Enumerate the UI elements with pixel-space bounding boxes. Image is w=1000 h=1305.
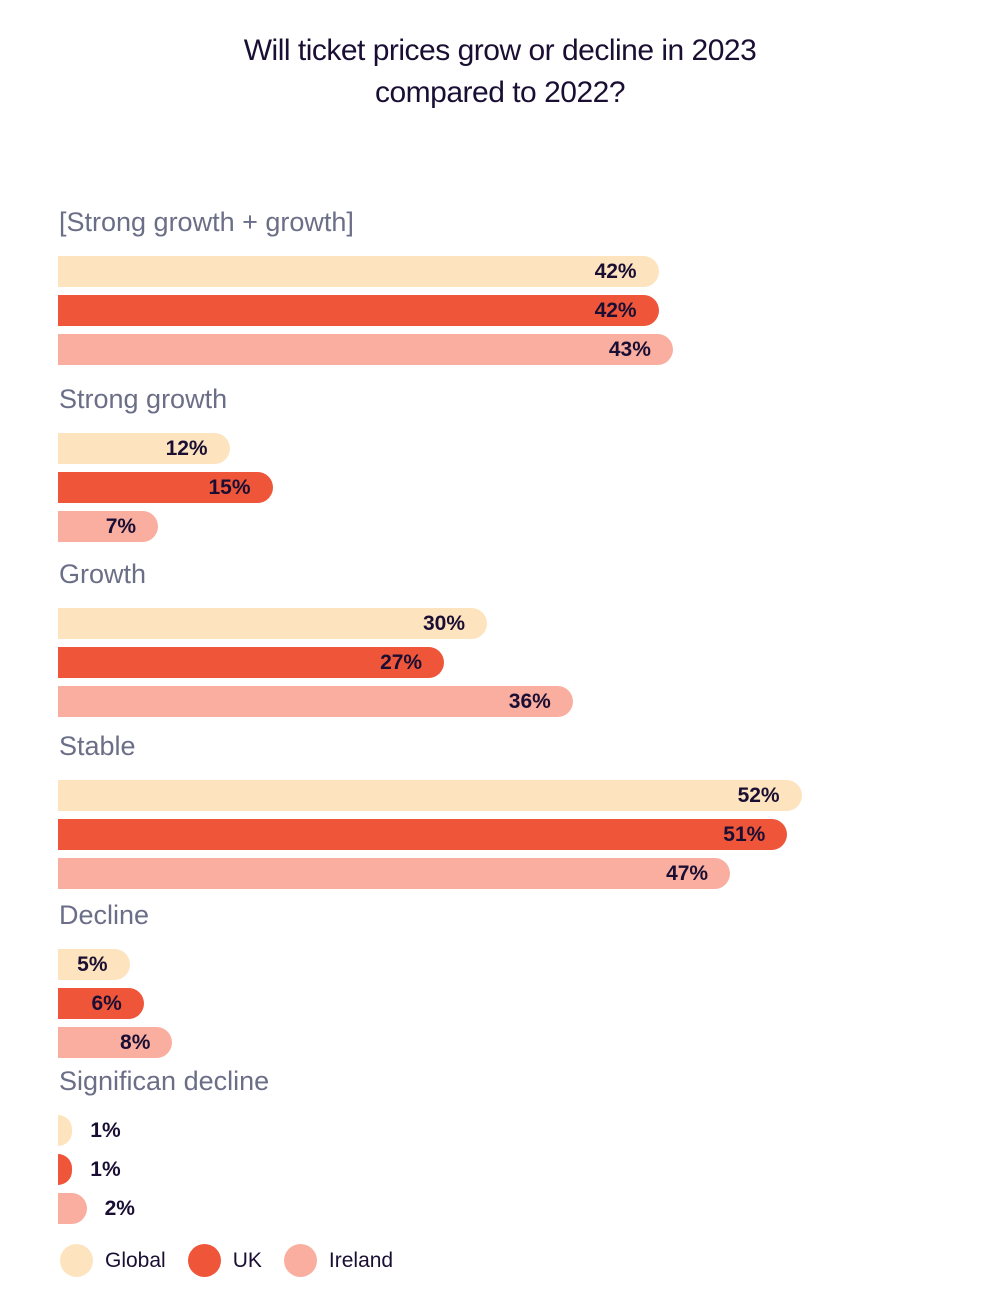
data-label-uk-significan-decline: 1% bbox=[90, 1158, 121, 1181]
data-label-global-growth: 30% bbox=[422, 612, 465, 635]
legend-item-uk: UK bbox=[187, 1244, 262, 1277]
category-label-stable: Stable bbox=[59, 731, 136, 761]
data-label-ireland-decline: 8% bbox=[120, 1031, 151, 1054]
bar-uk-strong-growth-growth bbox=[58, 295, 659, 326]
legend-swatch-global bbox=[60, 1244, 93, 1277]
bar-ireland-stable bbox=[58, 858, 731, 889]
data-label-global-strong-growth-growth: 42% bbox=[594, 260, 637, 283]
chart-title: Will ticket prices grow or decline in 20… bbox=[0, 30, 1000, 114]
data-label-ireland-strong-growth: 7% bbox=[105, 515, 137, 538]
data-label-uk-decline: 6% bbox=[91, 992, 122, 1015]
data-label-ireland-significan-decline: 2% bbox=[104, 1197, 135, 1220]
data-label-global-significan-decline: 1% bbox=[90, 1119, 121, 1142]
data-label-uk-stable: 51% bbox=[723, 823, 766, 846]
legend-label-ireland: Ireland bbox=[328, 1248, 394, 1272]
data-label-uk-strong-growth-growth: 42% bbox=[594, 299, 637, 322]
data-label-global-decline: 5% bbox=[77, 953, 108, 976]
legend-item-global: Global bbox=[60, 1244, 166, 1277]
data-label-global-stable: 52% bbox=[737, 784, 780, 807]
bar-global-stable bbox=[58, 780, 802, 811]
bar-global-growth bbox=[58, 608, 487, 639]
legend-label-uk: UK bbox=[232, 1248, 262, 1272]
legend-swatch-ireland bbox=[283, 1244, 317, 1277]
bar-ireland-strong-growth bbox=[58, 511, 159, 542]
bar-ireland-decline bbox=[58, 1027, 173, 1058]
bar-uk-significan-decline bbox=[58, 1154, 73, 1185]
bar-ireland-significan-decline bbox=[58, 1193, 87, 1224]
category-label-significan-decline: Significan decline bbox=[59, 1066, 270, 1096]
bar-global-strong-growth-growth bbox=[58, 256, 659, 287]
data-label-ireland-strong-growth-growth: 43% bbox=[608, 338, 651, 361]
data-label-ireland-stable: 47% bbox=[666, 862, 709, 885]
bar-global-strong-growth bbox=[58, 433, 230, 464]
legend-label-global: Global bbox=[105, 1248, 166, 1272]
legend: Global UK Ireland bbox=[60, 1244, 415, 1277]
data-label-uk-growth: 27% bbox=[380, 651, 423, 674]
chart-title-line-2: compared to 2022? bbox=[374, 76, 626, 109]
data-label-global-strong-growth: 12% bbox=[165, 437, 208, 460]
bar-ireland-strong-growth-growth bbox=[58, 334, 673, 365]
bar-global-decline bbox=[58, 949, 130, 980]
bar-global-significan-decline bbox=[58, 1115, 73, 1146]
chart-title-line-1: Will ticket prices grow or decline in 20… bbox=[243, 34, 757, 67]
bar-uk-growth bbox=[58, 647, 445, 678]
legend-swatch-uk bbox=[187, 1244, 221, 1277]
bar-ireland-growth bbox=[58, 686, 573, 717]
category-label-growth: Growth bbox=[59, 559, 147, 589]
data-label-uk-strong-growth: 15% bbox=[208, 476, 251, 499]
category-label-strong-growth: Strong growth bbox=[59, 384, 228, 414]
bar-uk-stable bbox=[58, 819, 788, 850]
category-label-decline: Decline bbox=[59, 900, 150, 930]
bar-uk-strong-growth bbox=[58, 472, 273, 503]
category-label-strong-growth-growth: [Strong growth + growth] bbox=[59, 207, 354, 237]
legend-item-ireland: Ireland bbox=[283, 1244, 394, 1277]
bar-uk-decline bbox=[58, 988, 144, 1019]
data-label-ireland-growth: 36% bbox=[508, 690, 551, 713]
